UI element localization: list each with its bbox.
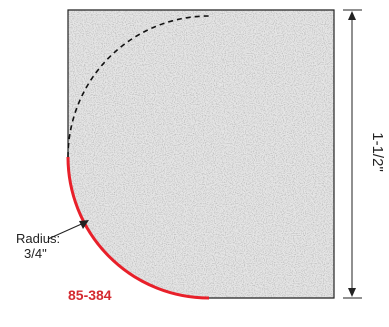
arrow-icon: [79, 220, 89, 229]
cut-profile-arc: [66, 156, 210, 300]
stock-material: [68, 10, 334, 298]
stock-outline: [67, 9, 335, 299]
arrow-down-icon: [348, 288, 356, 297]
part-number: 85-384: [68, 287, 112, 303]
radius-callout: Radius: 3/4": [16, 220, 89, 261]
height-dimension-label: 1-1/2": [369, 132, 386, 172]
height-dimension: 1-1/2": [343, 9, 386, 299]
radius-value: 3/4": [24, 246, 47, 261]
dashed-radius-arc: [67, 15, 210, 158]
radius-label: Radius:: [16, 231, 60, 246]
arrow-up-icon: [348, 11, 356, 20]
